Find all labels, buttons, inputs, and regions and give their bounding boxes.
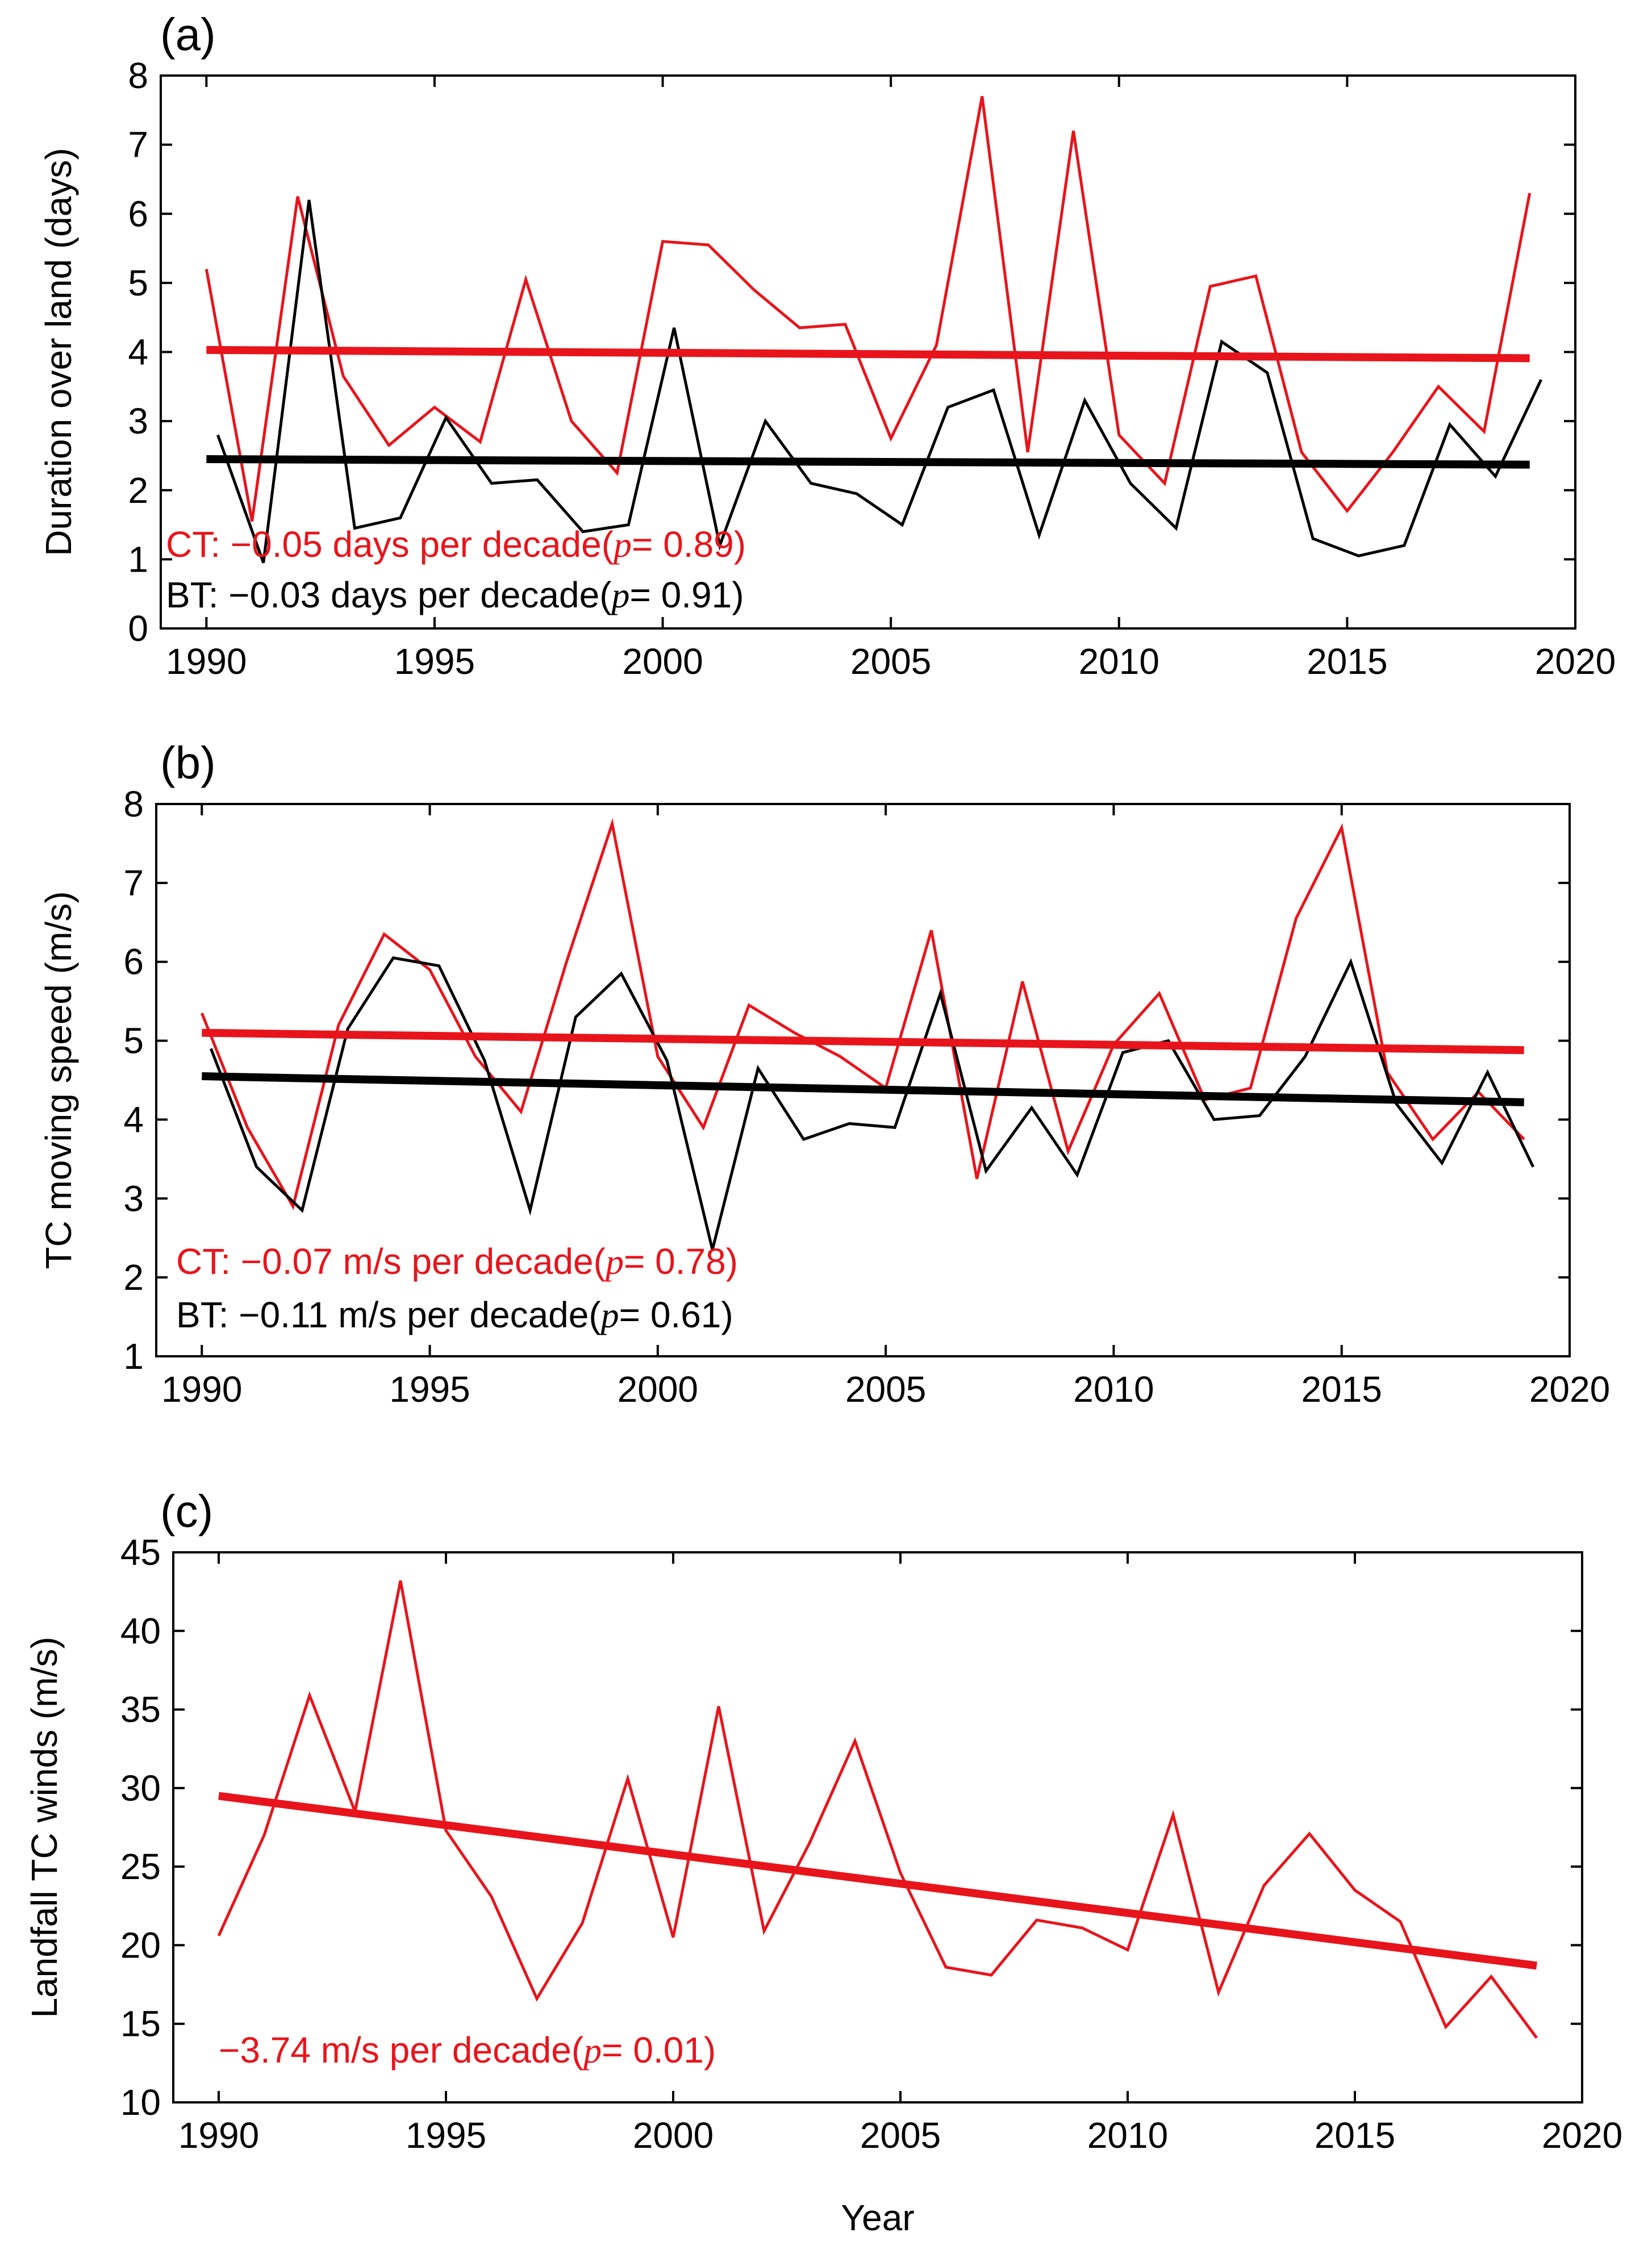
x-tick-label: 2000: [618, 1369, 698, 1410]
x-tick-label: 1990: [178, 2115, 259, 2156]
panel-label: (b): [160, 738, 216, 788]
trend-annotation: BT: −0.11 m/s per decade(p= 0.61): [176, 1294, 733, 1335]
trend-annotation: −3.74 m/s per decade(p= 0.01): [219, 2030, 716, 2071]
x-tick-label: 2020: [1542, 2115, 1622, 2156]
trend-line-ct-trend: [206, 345, 1530, 363]
chart-panel-a: 1990 1995 2000 2005 2010 2015 2020 0 1 2 3 4 5 6 7 8 Dur…: [38, 9, 1616, 682]
y-axis-label: Landfall TC winds (m/s): [24, 1636, 65, 2018]
x-tick-label: 2015: [1307, 641, 1387, 682]
y-tick-label: 40: [120, 1610, 161, 1651]
annotation-text: CT: −0.07 m/s per decade(: [176, 1241, 606, 1282]
plot-area: [205, 96, 1543, 564]
plot-area: [200, 818, 1535, 1251]
y-tick-label: 7: [123, 863, 144, 903]
plot-frame: [172, 1551, 1583, 2103]
x-tick-label: 1990: [161, 1369, 242, 1410]
series-line-landfall-tc-winds: [217, 1580, 1538, 2039]
x-tick-label: 2005: [845, 1369, 926, 1410]
x-tick-label: 1995: [406, 2115, 486, 2156]
annotation-p-symbol: p: [603, 1242, 624, 1282]
y-tick-label: 25: [120, 1846, 161, 1887]
x-tick-label: 2010: [1073, 1369, 1154, 1410]
panel-label: (c): [160, 1486, 213, 1536]
annotation-text: BT: −0.03 days per decade(: [166, 574, 612, 615]
annotation-p-value: = 0.91): [630, 574, 744, 615]
x-tick-label: 2010: [1087, 2115, 1168, 2156]
x-tick-label: 2020: [1529, 1369, 1610, 1410]
y-tick-label: 5: [123, 1020, 144, 1061]
y-tick-label: 1: [128, 539, 148, 580]
x-axis-label: Year: [841, 2197, 914, 2238]
annotation-text: −3.74 m/s per decade(: [219, 2030, 583, 2071]
y-tick-label: 7: [128, 124, 148, 165]
plot-area: [217, 1580, 1538, 2039]
y-tick-label: 0: [128, 608, 148, 649]
y-tick-label: 3: [123, 1178, 144, 1219]
x-tick-label: 2020: [1535, 641, 1616, 682]
y-tick-label: 6: [128, 193, 148, 234]
x-tick-label: 2000: [622, 641, 703, 682]
x-tick-label: 1995: [394, 641, 475, 682]
annotation-p-value: = 0.78): [624, 1241, 738, 1282]
x-tick-label: 2015: [1315, 2115, 1395, 2156]
annotation-p-symbol: p: [599, 1295, 619, 1335]
trend-annotation: BT: −0.03 days per decade(p= 0.91): [166, 574, 744, 615]
y-tick-label: 3: [128, 401, 148, 441]
y-tick-label: 20: [120, 1925, 161, 1965]
trend-line-bt-trend: [202, 1072, 1524, 1106]
annotation-p-symbol: p: [611, 524, 632, 565]
y-tick-label: 35: [120, 1689, 161, 1730]
trend-line-bt-trend: [206, 455, 1530, 469]
trend-line-trend: [218, 1792, 1537, 1970]
y-tick-label: 6: [123, 942, 144, 982]
y-tick-label: 10: [120, 2082, 161, 2123]
series-line-bt: [209, 956, 1535, 1251]
x-tick-label: 1990: [166, 641, 247, 682]
chart-panel-c: 1990 1995 2000 2005 2010 2015 2020 10 15 20 25 30 35…: [24, 1486, 1622, 2238]
annotation-p-value: = 0.89): [632, 524, 746, 565]
plot-frame: [155, 803, 1571, 1357]
x-tick-label: 2000: [633, 2115, 714, 2156]
y-tick-label: 15: [120, 2003, 161, 2044]
y-tick-label: 30: [120, 1768, 161, 1809]
annotation-text: BT: −0.11 m/s per decade(: [176, 1294, 601, 1335]
panel-label: (a): [160, 9, 216, 60]
y-tick-label: 4: [123, 1099, 144, 1140]
series-line-bt: [216, 199, 1543, 564]
trend-annotation: CT: −0.05 days per decade(p= 0.89): [166, 524, 746, 565]
y-tick-label: 45: [120, 1532, 161, 1573]
x-tick-label: 2005: [850, 641, 931, 682]
y-tick-label: 5: [128, 263, 148, 303]
y-axis-label: Duration over land (days): [38, 148, 79, 556]
chart-panel-b: 1990 1995 2000 2005 2010 2015 2020 1 2 3 4 5 6 7 8 TC m…: [38, 738, 1610, 1410]
x-tick-label: 2005: [860, 2115, 941, 2156]
y-tick-label: 8: [123, 784, 144, 824]
trend-line-ct-trend: [202, 1028, 1524, 1055]
y-axis-label: TC moving speed (m/s): [38, 891, 79, 1269]
y-tick-label: 1: [123, 1336, 144, 1377]
x-tick-label: 2010: [1079, 641, 1159, 682]
annotation-text: CT: −0.05 days per decade(: [166, 524, 614, 565]
annotation-p-symbol: p: [610, 575, 630, 615]
x-tick-label: 2015: [1301, 1369, 1382, 1410]
annotation-p-symbol: p: [581, 2030, 602, 2071]
y-tick-label: 8: [128, 55, 148, 96]
trend-annotation: CT: −0.07 m/s per decade(p= 0.78): [176, 1241, 738, 1282]
annotation-p-value: = 0.61): [619, 1294, 733, 1335]
y-tick-label: 2: [123, 1257, 144, 1298]
y-tick-label: 4: [128, 332, 148, 373]
y-tick-label: 2: [128, 470, 148, 511]
x-tick-label: 1995: [389, 1369, 470, 1410]
annotation-p-value: = 0.01): [602, 2030, 716, 2071]
